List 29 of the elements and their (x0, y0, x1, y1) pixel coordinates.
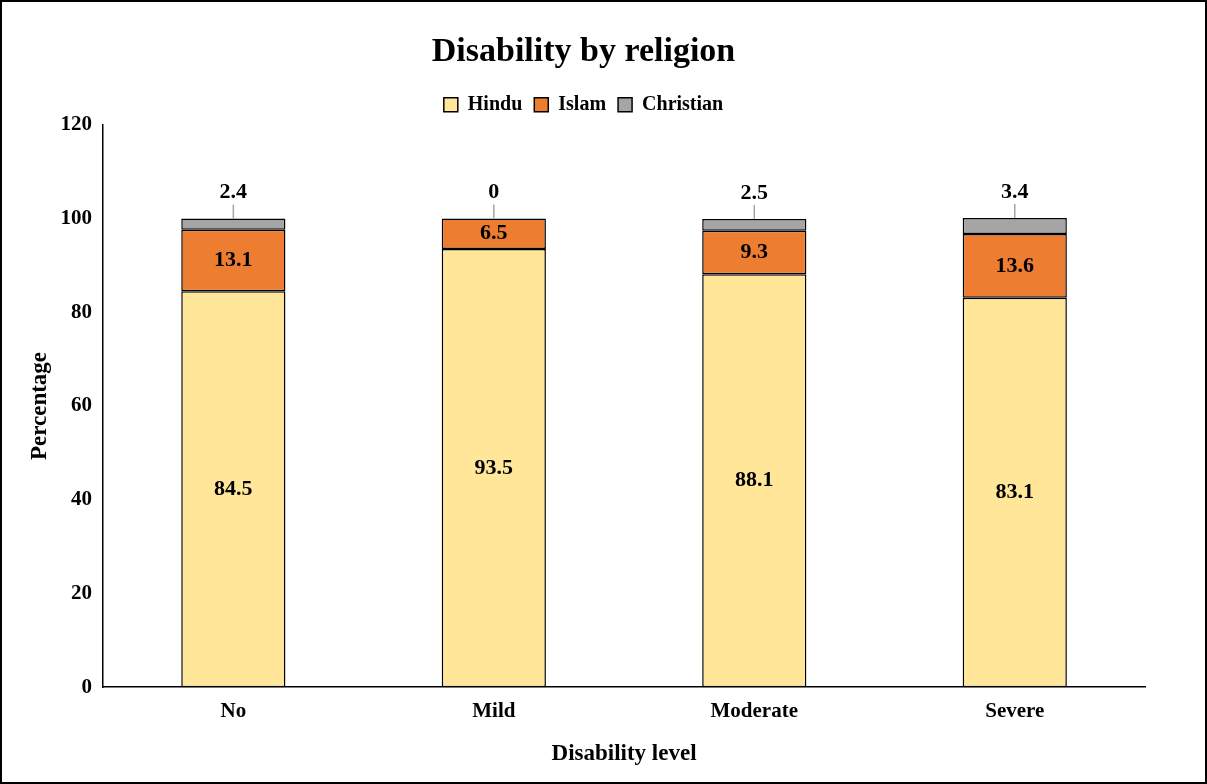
legend-label: Hindu (467, 91, 523, 114)
data-label: 3.4 (1001, 177, 1029, 203)
y-tick-label: 60 (71, 392, 93, 417)
y-tick-label: 100 (60, 204, 93, 229)
chart-title: Disability by religion (431, 31, 736, 69)
x-tick-label: Severe (985, 698, 1045, 723)
data-label: 93.5 (474, 453, 514, 479)
data-label: 9.3 (740, 238, 769, 264)
x-tick-label: Moderate (710, 698, 799, 723)
data-label: 0 (488, 178, 500, 204)
data-label: 88.1 (735, 466, 774, 492)
data-label: 13.1 (214, 246, 253, 272)
legend-label: Islam (558, 91, 607, 114)
y-tick-label: 40 (71, 486, 93, 511)
data-label: 2.4 (219, 178, 248, 204)
data-label: 13.6 (995, 251, 1035, 277)
y-tick-label: 120 (60, 111, 93, 136)
y-tick-label: 80 (71, 298, 93, 323)
x-tick-label: No (220, 698, 247, 723)
data-label: 2.5 (740, 178, 769, 204)
y-axis-title: Percentage (25, 351, 51, 461)
x-axis-title: Disability level (551, 740, 697, 766)
data-label: 83.1 (995, 478, 1035, 504)
x-tick-label: Mild (472, 698, 516, 723)
y-tick-label: 0 (81, 673, 93, 698)
data-label: 84.5 (214, 474, 253, 500)
legend-label: Christian (642, 91, 724, 114)
y-tick-label: 20 (71, 579, 93, 604)
data-label: 6.5 (480, 219, 508, 245)
